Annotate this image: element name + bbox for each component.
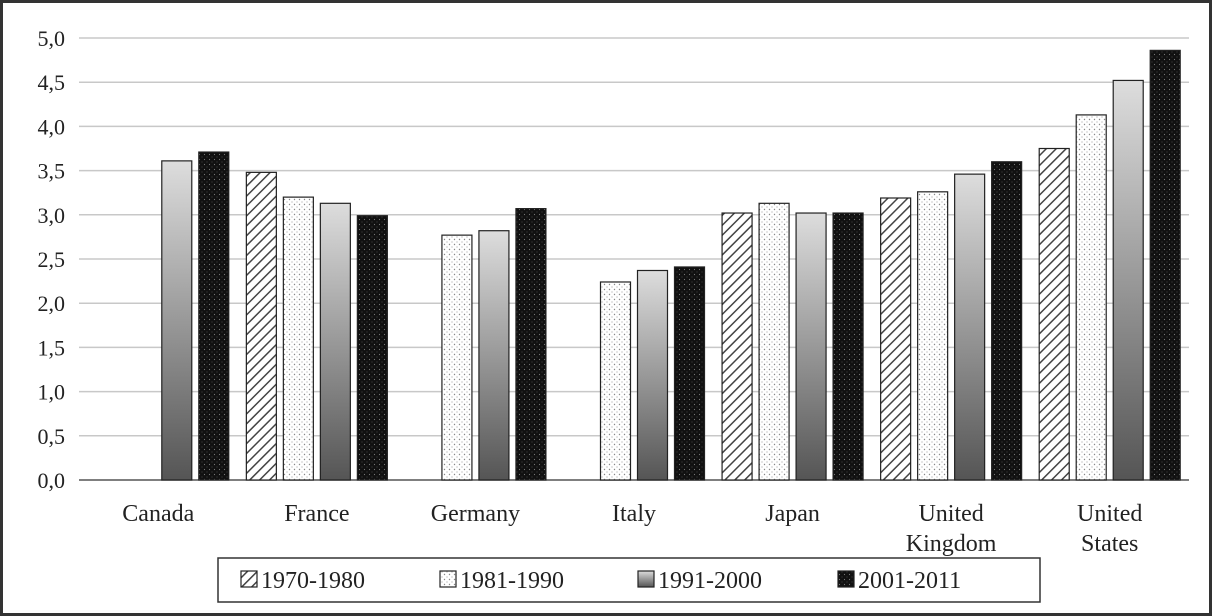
legend-swatch-1981-1990 (439, 570, 457, 588)
y-tick-label: 3,5 (38, 159, 66, 184)
bar-1981-1990-united-states (1075, 114, 1107, 481)
legend-swatch-1970-1980 (240, 570, 258, 588)
category-label-line: Kingdom (906, 531, 997, 557)
bar-1991-2000-united-kingdom (954, 173, 986, 481)
y-tick-label: 1,5 (38, 335, 66, 360)
bar-1991-2000-france (319, 202, 351, 481)
bar-1991-2000-italy (636, 269, 669, 481)
category-label: United States (1077, 501, 1142, 557)
y-tick-label: 1,0 (38, 380, 66, 405)
category-label-line: France (284, 501, 349, 527)
bar-1970-1980-united-kingdom (880, 197, 912, 481)
bar-1991-2000-germany (478, 230, 510, 481)
bar-1970-1980-japan (721, 212, 753, 481)
category-label-line: United (918, 501, 983, 527)
y-tick-label: 0,5 (38, 424, 66, 449)
category-label-line: Canada (122, 501, 194, 527)
legend: 1970-1980 1981-1990 1991-2000 2001-2011 (217, 557, 1041, 603)
legend-label-1981-1990: 1981-1990 (460, 568, 564, 594)
bar-2001-2011-japan (832, 212, 864, 481)
bars (161, 49, 1181, 481)
bar-2001-2011-united-states (1149, 49, 1181, 481)
category-label: Japan (765, 501, 820, 527)
y-tick-label: 4,5 (38, 70, 66, 95)
legend-swatch-1991-2000 (637, 570, 655, 588)
bar-1981-1990-japan (758, 202, 790, 481)
y-tick-label: 4,0 (38, 114, 66, 139)
gridlines (79, 37, 1189, 481)
y-tick-label: 5,0 (38, 26, 66, 51)
bar-2001-2011-united-kingdom (991, 161, 1023, 481)
legend-swatch-2001-2011 (837, 570, 855, 588)
bar-1970-1980-united-states (1038, 147, 1070, 481)
bar-1981-1990-france (282, 196, 314, 481)
category-label-line: Italy (612, 501, 656, 527)
category-label: Germany (431, 501, 520, 527)
bar-2001-2011-canada (198, 151, 230, 481)
bar-chart: 0,0 0,5 1,0 1,5 2,0 2,5 3,0 3,5 4,0 4,5 5,0 Canada… (38, 26, 1189, 603)
legend-label-2001-2011: 2001-2011 (858, 568, 961, 594)
bar-2001-2011-france (356, 215, 388, 481)
bar-1981-1990-united-kingdom (917, 191, 949, 481)
y-tick-label: 2,5 (38, 247, 66, 272)
y-tick-label: 0,0 (38, 468, 66, 493)
bar-1970-1980-france (245, 171, 277, 481)
category-label: United Kingdom (906, 501, 997, 557)
category-label-line: States (1081, 531, 1138, 557)
category-label-line: United (1077, 501, 1142, 527)
y-tick-label: 2,0 (38, 291, 66, 316)
legend-box (217, 557, 1041, 603)
category-label: Canada (122, 501, 194, 527)
bar-1981-1990-germany (441, 234, 473, 481)
legend-label-1991-2000: 1991-2000 (658, 568, 762, 594)
bar-2001-2011-italy (673, 266, 706, 481)
bar-1991-2000-united-states (1112, 79, 1144, 481)
bar-1981-1990-italy (599, 281, 632, 481)
y-tick-label: 3,0 (38, 203, 66, 228)
bar-1991-2000-japan (795, 212, 827, 481)
x-axis-categories: Canada France Germany Italy Japan United Kingd… (122, 501, 1142, 557)
category-label: France (284, 501, 349, 527)
category-label-line: Japan (765, 501, 820, 527)
bar-2001-2011-germany (515, 208, 547, 481)
legend-label-1970-1980: 1970-1980 (261, 568, 365, 594)
category-label: Italy (612, 501, 656, 527)
bar-1991-2000-canada (161, 160, 193, 481)
y-axis-ticks: 0,0 0,5 1,0 1,5 2,0 2,5 3,0 3,5 4,0 4,5 5,0 (38, 26, 66, 493)
category-label-line: Germany (431, 501, 520, 527)
